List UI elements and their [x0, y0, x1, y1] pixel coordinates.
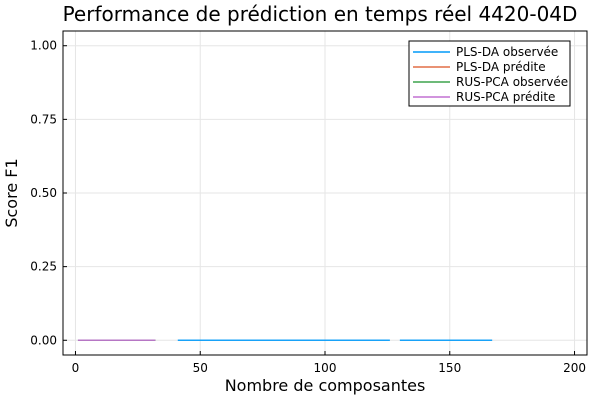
- x-tick-label: 200: [563, 361, 586, 375]
- legend-entry-4: RUS-PCA prédite: [456, 90, 555, 104]
- y-tick-label: 0.00: [30, 333, 57, 347]
- y-tick-label: 0.75: [30, 112, 57, 126]
- y-axis-label: Score F1: [2, 158, 21, 227]
- y-tick-label: 0.50: [30, 186, 57, 200]
- y-axis-ticks: 0.00 0.25 0.50 0.75 1.00: [30, 39, 67, 347]
- x-tick-label: 150: [438, 361, 461, 375]
- y-tick-label: 1.00: [30, 39, 57, 53]
- x-tick-label: 100: [314, 361, 337, 375]
- y-tick-label: 0.25: [30, 260, 57, 274]
- legend-entry-3: RUS-PCA observée: [456, 75, 568, 89]
- chart-title: Performance de prédiction en temps réel …: [63, 2, 578, 26]
- x-tick-label: 50: [193, 361, 208, 375]
- legend-entry-1: PLS-DA observée: [456, 45, 558, 59]
- legend-entry-2: PLS-DA prédite: [456, 60, 546, 74]
- x-tick-label: 0: [72, 361, 80, 375]
- x-axis-ticks: 0 50 100 150 200: [72, 351, 586, 375]
- x-axis-label: Nombre de composantes: [225, 376, 426, 395]
